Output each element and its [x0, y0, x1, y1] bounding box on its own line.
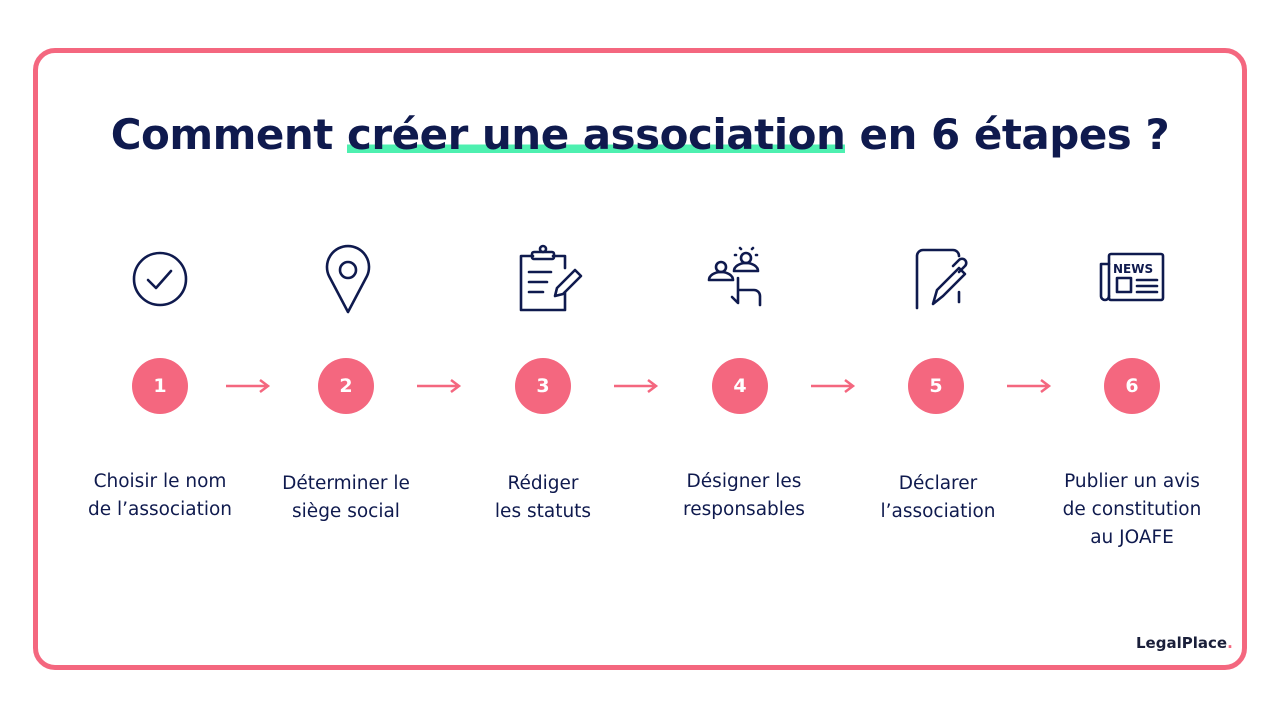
slide-frame: [33, 48, 1247, 670]
newspaper-icon: NEWS: [1097, 244, 1167, 314]
step-number: 3: [515, 358, 571, 414]
step-label: Publier un avis de constitution au JOAFE: [1062, 471, 1202, 548]
title-part: en 6 étapes ?: [845, 110, 1170, 159]
step-number: 4: [712, 358, 768, 414]
check-circle-icon: [125, 244, 195, 314]
arrow-icon: [226, 379, 271, 393]
step-label: Désigner les responsables: [683, 471, 805, 520]
clipboard-pen-icon: [513, 244, 583, 314]
location-pin-icon: [313, 244, 383, 314]
step-label: Déterminer le siège social: [282, 473, 410, 522]
step-number: 6: [1104, 358, 1160, 414]
svg-text:NEWS: NEWS: [1113, 262, 1153, 276]
arrow-icon: [614, 379, 659, 393]
step-label: Déclarer l’association: [880, 473, 996, 522]
step-label: Rédiger les statuts: [494, 473, 592, 522]
arrow-icon: [1007, 379, 1052, 393]
page-title: Comment créer une association en 6 étape…: [0, 110, 1280, 159]
people-select-icon: [705, 244, 775, 314]
title-highlight: créer une association: [346, 110, 846, 159]
title-part: Comment: [110, 110, 347, 159]
step-number: 1: [132, 358, 188, 414]
step-number: 5: [908, 358, 964, 414]
legalplace-logo: LegalPlace.: [1136, 634, 1233, 652]
arrow-icon: [417, 379, 462, 393]
arrow-icon: [811, 379, 856, 393]
step-number: 2: [318, 358, 374, 414]
pen-document-icon: [903, 244, 973, 314]
step-label: Choisir le nom de l’association: [87, 471, 233, 520]
